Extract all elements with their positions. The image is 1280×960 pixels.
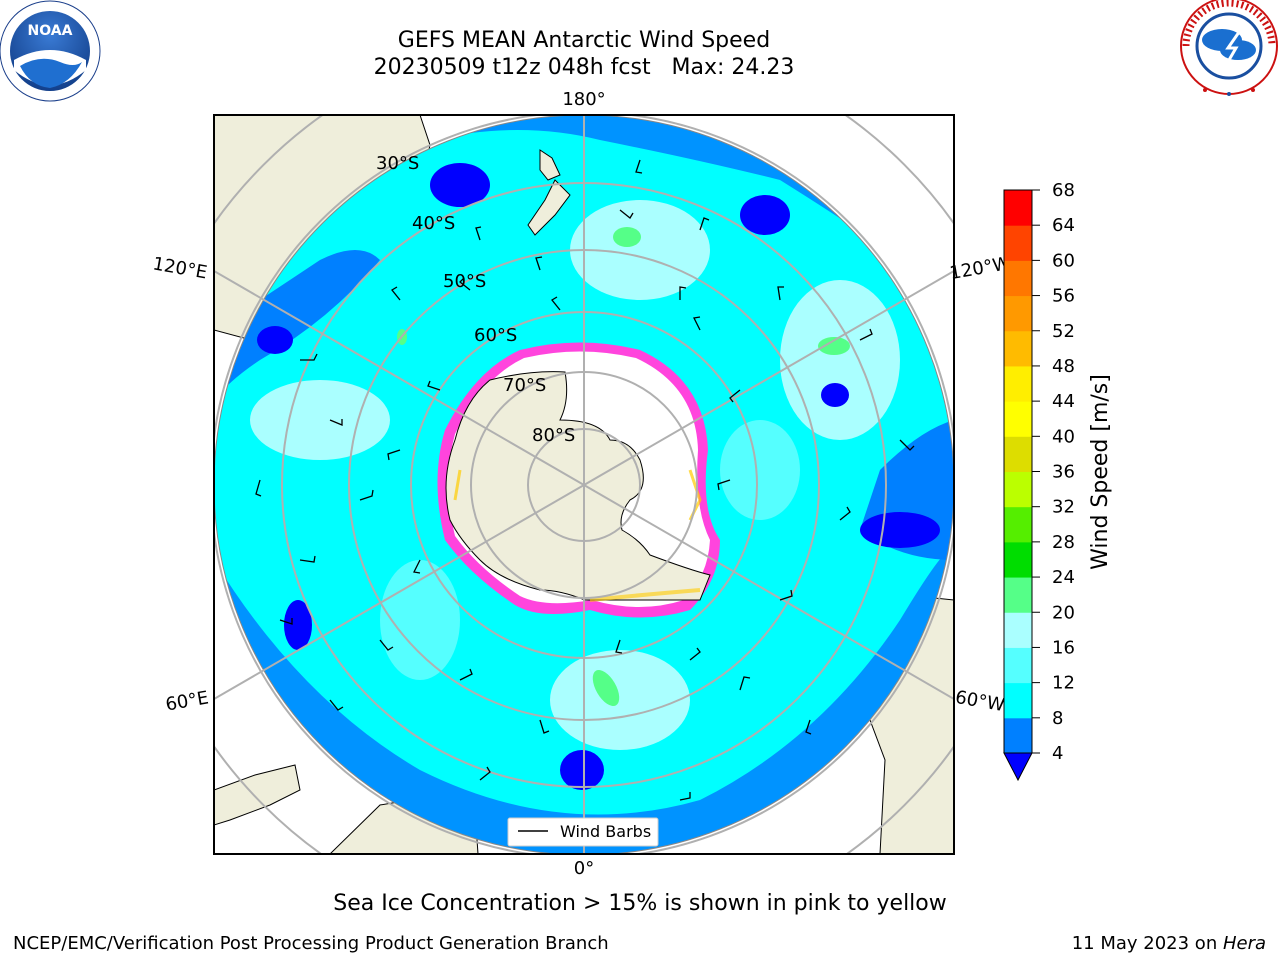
colorbar-segment: [1004, 577, 1032, 613]
colorbar-tick-label: 44: [1052, 391, 1075, 412]
lat-label-70s: 70°S: [503, 375, 546, 396]
colorbar-tick-label: 40: [1052, 426, 1075, 447]
lat-label-80s: 80°S: [532, 425, 575, 446]
colorbar-segment: [1004, 295, 1032, 332]
footer-host: Hera: [1222, 933, 1266, 954]
map-frame: [213, 114, 955, 855]
lat-label-50s: 50°S: [443, 271, 486, 292]
colorbar-tick-label: 24: [1052, 567, 1075, 588]
colorbar-tick-label: 8: [1052, 708, 1063, 729]
noaa-logo-text: NOAA: [28, 23, 73, 39]
wind-barbs: [255, 159, 915, 801]
title-line2: 20230509 t12z 048h fcst Max: 24.23: [373, 55, 795, 80]
colorbar-segment: [1004, 541, 1032, 578]
legend-label: Wind Barbs: [560, 822, 651, 841]
colorbar-tick-label: 4: [1052, 743, 1063, 764]
colorbar-tick-label: 12: [1052, 673, 1075, 694]
footer-left: NCEP/EMC/Verification Post Processing Pr…: [13, 933, 609, 954]
lon-label-60e: 60°E: [164, 687, 210, 715]
colorbar-tick-label: 16: [1052, 637, 1075, 658]
sea-ice-caption: Sea Ice Concentration > 15% is shown in …: [333, 891, 947, 916]
latitude-labels: 30°S 40°S 50°S 60°S 70°S 80°S: [376, 153, 575, 446]
title-line1: GEFS MEAN Antarctic Wind Speed: [397, 28, 771, 53]
wind-barbs-legend: Wind Barbs: [507, 817, 659, 847]
colorbar-segment: [1004, 471, 1032, 508]
map-area: Wind Barbs: [214, 115, 954, 854]
colorbar-tick-label: 52: [1052, 321, 1075, 342]
colorbar-segment: [1004, 190, 1032, 226]
colorbar-segment: [1004, 401, 1032, 437]
colorbar-segment: [1004, 506, 1032, 543]
lat-label-30s: 30°S: [376, 153, 419, 174]
lon-label-60w: 60°W: [954, 687, 1007, 716]
colorbar-tick-label: 36: [1052, 462, 1075, 483]
colorbar-segment: [1004, 260, 1032, 297]
lon-label-120e: 120°E: [151, 253, 209, 283]
colorbar-label: Wind Speed [m/s]: [1088, 374, 1113, 570]
colorbar-tick-label: 68: [1052, 180, 1075, 201]
lon-label-120w: 120°W: [948, 253, 1012, 284]
colorbar-segment: [1004, 436, 1032, 472]
noaa-logo: NOAA: [0, 0, 101, 102]
footer-right: 11 May 2023 on Hera: [1072, 933, 1266, 954]
colorbar-segment: [1004, 682, 1032, 719]
colorbar-segment: [1004, 647, 1032, 684]
colorbar-segment: [1004, 330, 1032, 367]
colorbar-under-triangle: [1003, 752, 1033, 782]
colorbar-segment: [1004, 365, 1032, 402]
colorbar-tick-label: 48: [1052, 356, 1075, 377]
lon-label-180: 180°: [562, 89, 605, 110]
lat-label-60s: 60°S: [474, 325, 517, 346]
colorbar-tick-label: 60: [1052, 250, 1075, 271]
colorbar-tick-label: 20: [1052, 602, 1075, 623]
colorbar-segment: [1004, 612, 1032, 648]
graticule: [214, 115, 954, 854]
colorbar-tick-label: 32: [1052, 497, 1075, 518]
lat-label-40s: 40°S: [412, 213, 455, 234]
colorbar-tick-label: 28: [1052, 532, 1075, 553]
colorbar-segment: [1004, 717, 1032, 754]
colorbar-segment: [1004, 225, 1032, 261]
colorbar-tick-label: 56: [1052, 286, 1075, 307]
nws-logo: [1180, 0, 1278, 96]
lon-label-0: 0°: [574, 858, 594, 879]
footer-date: 11 May 2023 on: [1071, 933, 1223, 954]
colorbar-tick-label: 64: [1052, 215, 1075, 236]
